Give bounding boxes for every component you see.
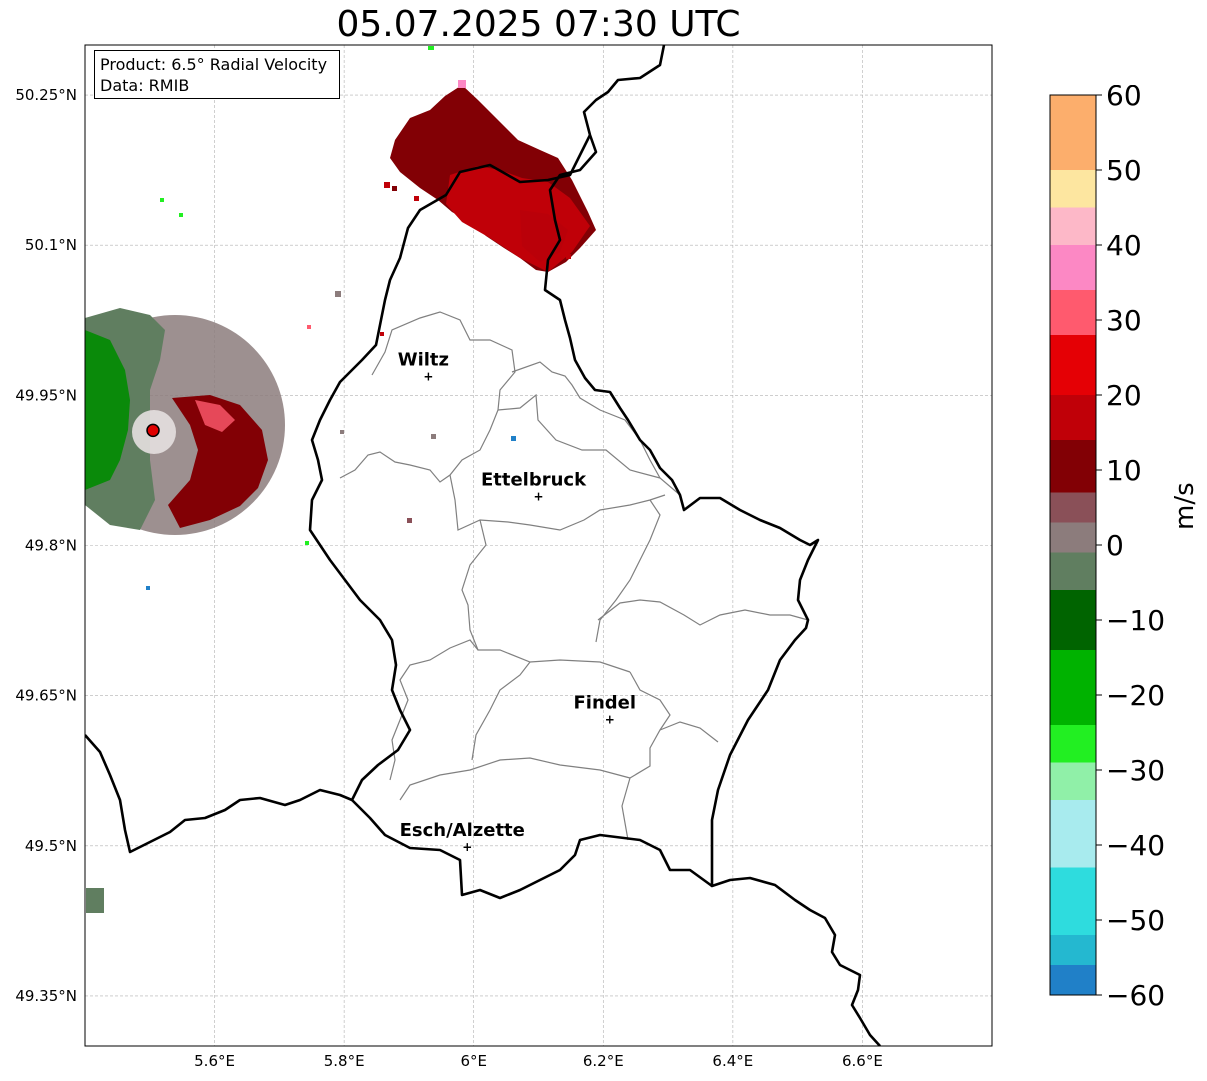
info-box: Product: 6.5° Radial Velocity Data: RMIB bbox=[94, 50, 340, 99]
lat-tick-label: 49.8°N bbox=[25, 537, 77, 555]
city-marker-icon: + bbox=[462, 840, 472, 854]
colorbar-segment bbox=[1050, 590, 1096, 650]
colorbar-segment bbox=[1050, 492, 1096, 523]
colorbar-segment bbox=[1050, 762, 1096, 800]
canton-borders bbox=[339, 311, 809, 841]
colorbar-tick-label: 10 bbox=[1106, 454, 1142, 487]
colorbar-segment bbox=[1050, 800, 1096, 868]
echo-cluster-north bbox=[384, 46, 596, 272]
city-label: Wiltz bbox=[398, 349, 449, 370]
colorbar-segment bbox=[1050, 650, 1096, 725]
lat-tick-label: 49.95°N bbox=[15, 386, 77, 404]
echo-radar-site bbox=[85, 198, 516, 913]
colorbar-tick-label: 20 bbox=[1106, 379, 1142, 412]
colorbar-segment bbox=[1050, 207, 1096, 245]
colorbar-segment bbox=[1050, 522, 1096, 553]
lat-tick-label: 49.65°N bbox=[15, 687, 77, 705]
map-title: 05.07.2025 07:30 UTC bbox=[336, 4, 741, 45]
city-label: Findel bbox=[573, 693, 636, 714]
colorbar-segment bbox=[1050, 867, 1096, 935]
colorbar-segment bbox=[1050, 170, 1096, 208]
colorbar-segment bbox=[1050, 440, 1096, 493]
lon-tick-label: 6.4°E bbox=[712, 1052, 753, 1070]
lon-tick-label: 6.6°E bbox=[842, 1052, 883, 1070]
city-marker-icon: + bbox=[423, 369, 433, 383]
lat-tick-label: 50.25°N bbox=[15, 86, 77, 104]
colorbar-unit-label: m/s bbox=[1170, 482, 1200, 530]
colorbar-tick-label: 50 bbox=[1106, 154, 1142, 187]
colorbar-segment bbox=[1050, 395, 1096, 440]
colorbar-tick-label: −20 bbox=[1106, 679, 1165, 712]
lat-tick-label: 50.1°N bbox=[25, 236, 77, 254]
colorbar-tick-label: −60 bbox=[1106, 979, 1165, 1012]
colorbar-segment bbox=[1050, 965, 1096, 995]
lat-tick-label: 49.5°N bbox=[25, 837, 77, 855]
city-label: Esch/Alzette bbox=[400, 820, 525, 841]
colorbar-segment bbox=[1050, 725, 1096, 763]
radar-site-marker bbox=[146, 423, 160, 438]
info-product: Product: 6.5° Radial Velocity bbox=[100, 55, 328, 74]
colorbar-segment bbox=[1050, 245, 1096, 290]
colorbar-segment bbox=[1050, 935, 1096, 965]
colorbar-segment bbox=[1050, 552, 1096, 590]
colorbar-tick-label: 60 bbox=[1106, 85, 1142, 112]
city-marker-icon: + bbox=[605, 713, 615, 727]
colorbar-segment bbox=[1050, 95, 1096, 170]
lon-tick-label: 5.6°E bbox=[194, 1052, 235, 1070]
colorbar-tick-label: −50 bbox=[1106, 904, 1165, 937]
city-label: Ettelbruck bbox=[481, 469, 587, 490]
lat-tick-label: 49.35°N bbox=[15, 987, 77, 1005]
map-frame bbox=[84, 44, 993, 1047]
colorbar-tick-label: −10 bbox=[1106, 604, 1165, 637]
city-markers: +Wiltz+Ettelbruck+Findel+Esch/Alzette bbox=[398, 349, 636, 853]
axis-ticks: 5.6°E 5.8°E 6°E 6.2°E 6.4°E 6.6°E 50.25°N 50.1°… bbox=[15, 86, 883, 1070]
colorbar-tick-label: −40 bbox=[1106, 829, 1165, 862]
lon-tick-label: 5.8°E bbox=[324, 1052, 365, 1070]
country-borders bbox=[85, 45, 881, 1046]
colorbar-tick-label: −30 bbox=[1106, 754, 1165, 787]
colorbar-segment bbox=[1050, 335, 1096, 395]
lon-tick-label: 6.2°E bbox=[583, 1052, 624, 1070]
city-marker-icon: + bbox=[533, 489, 543, 503]
lon-tick-label: 6°E bbox=[460, 1052, 487, 1070]
colorbar-tick-label: 40 bbox=[1106, 229, 1142, 262]
colorbar-tick-label: 30 bbox=[1106, 304, 1142, 337]
info-data-source: Data: RMIB bbox=[100, 76, 190, 95]
colorbar-tick-label: 0 bbox=[1106, 529, 1124, 562]
colorbar-segment bbox=[1050, 290, 1096, 335]
velocity-colorbar: 60 50 40 30 20 10 0 −10 −20 −30 −40 −50 −60 bbox=[1049, 85, 1165, 1012]
